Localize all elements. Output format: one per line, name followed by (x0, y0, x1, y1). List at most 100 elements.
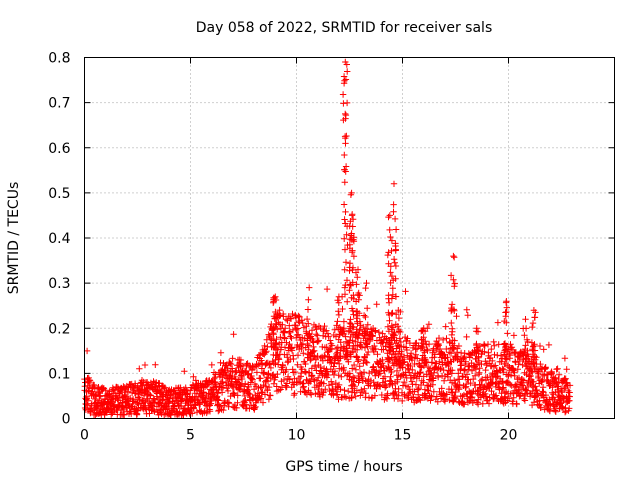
data-point (440, 377, 448, 384)
data-point (395, 307, 402, 314)
data-point (353, 387, 361, 394)
data-point (502, 313, 509, 320)
data-point (182, 386, 190, 394)
data-point (408, 356, 416, 364)
data-point (395, 314, 403, 322)
data-point (294, 352, 302, 359)
data-point (449, 340, 456, 347)
data-point (367, 336, 374, 343)
data-point (349, 337, 356, 344)
data-point (373, 367, 380, 374)
data-point (356, 318, 364, 325)
data-point (489, 357, 496, 365)
data-point (303, 376, 310, 383)
data-point (392, 262, 400, 270)
data-point (249, 376, 256, 383)
data-point (452, 388, 459, 396)
data-point (456, 376, 463, 383)
data-point (133, 410, 141, 418)
data-point (400, 354, 408, 361)
data-point (341, 151, 348, 159)
data-point (393, 367, 401, 375)
x-tick-label: 20 (500, 428, 518, 444)
data-point (530, 342, 537, 350)
data-point (264, 386, 271, 394)
data-point (272, 345, 280, 352)
data-point (442, 323, 449, 330)
data-point (402, 288, 409, 295)
data-point (325, 333, 332, 340)
data-point (340, 325, 348, 332)
data-point (387, 233, 394, 241)
data-point (308, 350, 315, 357)
data-point (272, 293, 279, 300)
data-point (350, 311, 357, 318)
data-point (502, 355, 509, 362)
data-point (552, 407, 559, 414)
data-point (388, 368, 395, 376)
data-point (412, 351, 419, 358)
data-point (241, 392, 248, 400)
data-point (346, 319, 353, 327)
data-point (367, 377, 375, 384)
data-point (507, 371, 515, 379)
data-point (447, 350, 455, 357)
data-point (345, 388, 352, 395)
data-point (315, 374, 322, 381)
data-point (481, 342, 488, 350)
data-point (462, 358, 469, 365)
data-point (323, 285, 331, 293)
data-point (270, 380, 278, 387)
data-point (529, 323, 536, 331)
data-point (245, 383, 252, 391)
data-point (365, 348, 372, 356)
data-point (390, 256, 398, 263)
data-point (520, 352, 527, 359)
data-point (369, 333, 376, 340)
data-point (374, 351, 381, 358)
data-point (421, 390, 429, 397)
data-point (424, 387, 431, 394)
data-point (334, 391, 341, 398)
data-point (348, 329, 356, 336)
data-point (460, 367, 468, 374)
data-point (283, 339, 290, 346)
data-point (451, 283, 458, 290)
data-point (363, 359, 371, 366)
data-point (396, 360, 403, 367)
data-point (409, 366, 416, 374)
data-point (325, 371, 332, 379)
data-point (86, 377, 94, 384)
data-point (190, 373, 197, 380)
data-point (124, 388, 132, 396)
data-point (449, 367, 456, 374)
data-point (206, 408, 214, 415)
axis-ticks (84, 57, 615, 419)
data-point (384, 390, 391, 397)
data-point (529, 368, 536, 376)
data-point (300, 350, 307, 357)
data-point (440, 366, 447, 374)
data-point (519, 361, 526, 369)
data-point (448, 386, 455, 393)
data-point (215, 407, 222, 415)
data-point (217, 349, 225, 356)
data-point (513, 400, 520, 408)
data-point (246, 390, 253, 398)
data-point (427, 397, 434, 404)
data-point (395, 326, 403, 334)
data-point (281, 335, 288, 342)
data-point (387, 269, 394, 276)
data-point (321, 352, 328, 359)
data-point (363, 279, 370, 287)
data-point (420, 325, 427, 332)
data-point (529, 319, 537, 327)
data-point (459, 354, 467, 362)
data-point (433, 346, 440, 354)
data-point (342, 58, 349, 66)
data-point (230, 390, 237, 398)
data-point (400, 359, 407, 366)
data-point (420, 334, 427, 341)
data-point (566, 393, 573, 400)
data-point (349, 266, 356, 274)
